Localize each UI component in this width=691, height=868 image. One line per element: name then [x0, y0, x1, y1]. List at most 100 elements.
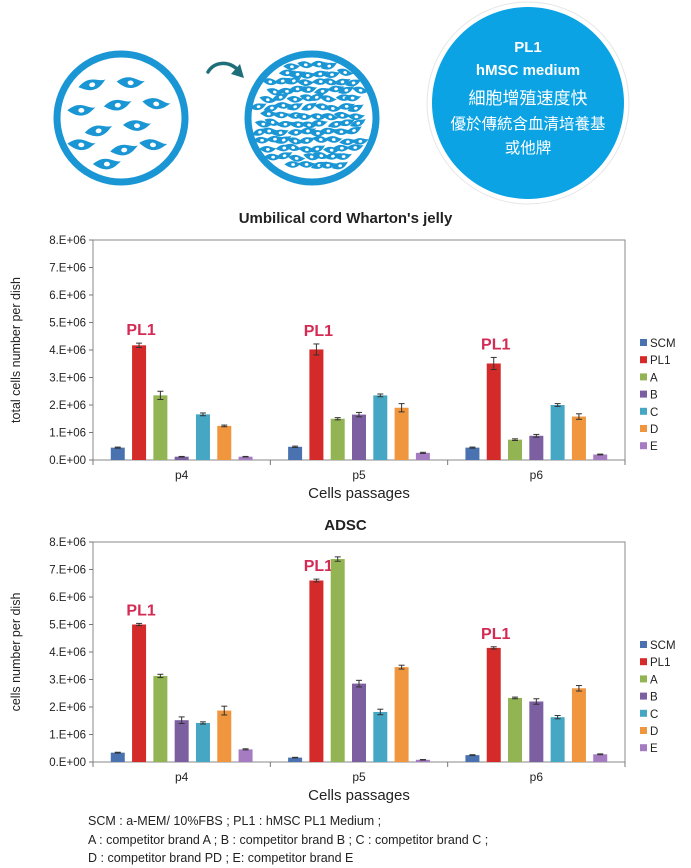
- chart1-bar-C-p5: [373, 395, 388, 460]
- chart2-legend-label: D: [650, 726, 658, 738]
- chart2-bar-E-p4: [238, 749, 253, 762]
- dense-culture-dish-icon: [244, 50, 380, 186]
- chart2-bar-D-p6: [571, 688, 586, 762]
- chart2-bar-E-p6: [593, 754, 608, 762]
- chart1-ytick-label: 6.E+06: [49, 290, 86, 302]
- chart1-bar-A-p5: [330, 418, 345, 460]
- chart1-bar-A-p4: [153, 395, 168, 460]
- footnote-line2: A : competitor brand A ; B : competitor …: [88, 832, 489, 847]
- chart1-bar-PL1-p6: [486, 363, 501, 460]
- chart2-bar-B-p4: [174, 720, 189, 762]
- chart1-ytick-label: 3.E+06: [49, 373, 86, 385]
- chart1-legend-label: PL1: [650, 355, 670, 367]
- chart1-ytick-label: 7.E+06: [49, 263, 86, 275]
- chart1-legend-label: E: [650, 441, 658, 453]
- chart2-legend-swatch: [640, 727, 647, 734]
- chart2-ytick-label: 1.E+06: [49, 730, 86, 742]
- chart1-bar-E-p6: [593, 454, 608, 460]
- chart2-legend-label: B: [650, 692, 658, 704]
- chart1-ytick-label: 8.E+06: [49, 235, 86, 247]
- chart2-plot: 0.E+00 1.E+06 2.E+06 3.E+06 4.E+06 5.E+06 6.E+…: [9, 537, 676, 804]
- chart2-legend-swatch: [640, 658, 647, 666]
- arrow-icon: [206, 61, 244, 78]
- chart1-bar-E-p4: [238, 456, 253, 460]
- chart1-ytick-label: 1.E+06: [49, 428, 86, 440]
- chart1-plot: 0.E+00 1.E+06 2.E+06 3.E+06 4.E+06 5.E+06 6.E+…: [9, 235, 676, 502]
- badge-line4: 優於傳統含血清培養基: [450, 115, 605, 133]
- chart2-bar-SCM-p5: [288, 757, 303, 762]
- chart2-bar-B-p6: [529, 701, 544, 762]
- chart1-ytick-label: 5.E+06: [49, 318, 86, 330]
- chart2-legend-label: SCM: [650, 640, 676, 652]
- chart2-pl1-annotation: PL1: [481, 626, 510, 643]
- chart1-pl1-annotation: PL1: [481, 336, 510, 353]
- chart1-bar-SCM-p5: [288, 446, 303, 460]
- chart2-ytick-label: 3.E+06: [49, 675, 86, 687]
- chart1-legend-label: A: [650, 372, 658, 384]
- chart2-legend-label: E: [650, 743, 658, 755]
- chart2-legend-swatch: [640, 675, 647, 683]
- chart2-bar-D-p5: [394, 667, 409, 762]
- chart2-bar-SCM-p4: [110, 752, 125, 762]
- chart2-bar-PL1-p6: [486, 647, 501, 762]
- chart2-bar-A-p6: [508, 697, 523, 762]
- chart2-ytick-label: 7.E+06: [49, 565, 86, 577]
- chart2-bar-SCM-p6: [465, 755, 480, 762]
- chart2-xtick-label: p4: [175, 770, 189, 784]
- badge-line3: 細胞增殖速度快: [469, 89, 588, 108]
- chart1-bar-B-p4: [174, 456, 189, 460]
- chart1-pl1-annotation: PL1: [126, 322, 155, 339]
- badge-line2: hMSC medium: [476, 62, 580, 79]
- chart1-bar-SCM-p4: [110, 447, 125, 460]
- chart1-legend-swatch: [640, 390, 647, 398]
- chart2-bar-C-p5: [373, 711, 388, 762]
- chart1-bar-E-p5: [415, 452, 430, 460]
- sparse-culture-dish-icon: [53, 50, 189, 186]
- chart1-bar-A-p6: [508, 439, 523, 460]
- chart2-ytick-label: 2.E+06: [49, 702, 86, 714]
- chart1-xlabel: Cells passages: [308, 485, 410, 502]
- chart1-title: Umbilical cord Wharton's jelly: [238, 210, 453, 227]
- chart2-bar-B-p5: [352, 683, 366, 762]
- chart2-bar-A-p5: [330, 559, 345, 762]
- chart2-bar-A-p4: [153, 675, 168, 762]
- chart1-legend-swatch: [640, 339, 647, 346]
- badge-line1: PL1: [514, 39, 542, 56]
- chart2-legend-label: A: [650, 674, 658, 686]
- chart1-ylabel: total cells number per dish: [9, 277, 23, 423]
- chart2-ylabel: cells number per dish: [9, 593, 23, 712]
- chart2-ytick-label: 4.E+06: [49, 647, 86, 659]
- chart1-ytick-label: 4.E+06: [49, 345, 86, 357]
- chart2-legend-swatch: [640, 692, 647, 700]
- chart1-legend-swatch: [640, 356, 647, 364]
- chart1-legend-label: B: [650, 390, 658, 402]
- chart1-legend-label: C: [650, 407, 658, 419]
- chart1-legend-swatch: [640, 373, 647, 381]
- badge-line5: 或他牌: [505, 139, 552, 157]
- chart1-bar-D-p4: [217, 425, 232, 460]
- chart1-bar-B-p5: [352, 414, 366, 460]
- chart2-bar-C-p4: [195, 722, 210, 762]
- chart1-bar-PL1-p5: [309, 349, 324, 460]
- chart2-xtick-label: p5: [352, 770, 366, 784]
- chart1-bar-D-p6: [571, 416, 586, 460]
- chart2-xtick-label: p6: [530, 770, 544, 784]
- chart2-pl1-annotation: PL1: [304, 558, 333, 575]
- chart2-bar-C-p6: [550, 717, 565, 762]
- chart2-ytick-label: 8.E+06: [49, 537, 86, 549]
- chart1-xtick-label: p5: [352, 468, 366, 482]
- chart1-ytick-label: 2.E+06: [49, 400, 86, 412]
- chart2-legend-swatch: [640, 709, 647, 717]
- chart1-legend-swatch: [640, 407, 647, 415]
- chart1-bar-C-p4: [195, 414, 210, 460]
- chart2-legend-swatch: [640, 641, 647, 648]
- chart2-legend-swatch: [640, 744, 647, 752]
- chart1-bar-PL1-p4: [132, 345, 147, 460]
- footnote: SCM : a-MEM/ 10%FBS ; PL1 : hMSC PL1 Med…: [88, 812, 488, 868]
- chart1-legend-swatch: [640, 442, 647, 450]
- chart2-title: ADSC: [324, 517, 367, 534]
- chart1-xtick-label: p6: [530, 468, 544, 482]
- chart1-bar-D-p5: [394, 407, 409, 460]
- chart1-legend-swatch: [640, 425, 647, 432]
- chart2-ytick-label: 0.E+00: [49, 757, 86, 769]
